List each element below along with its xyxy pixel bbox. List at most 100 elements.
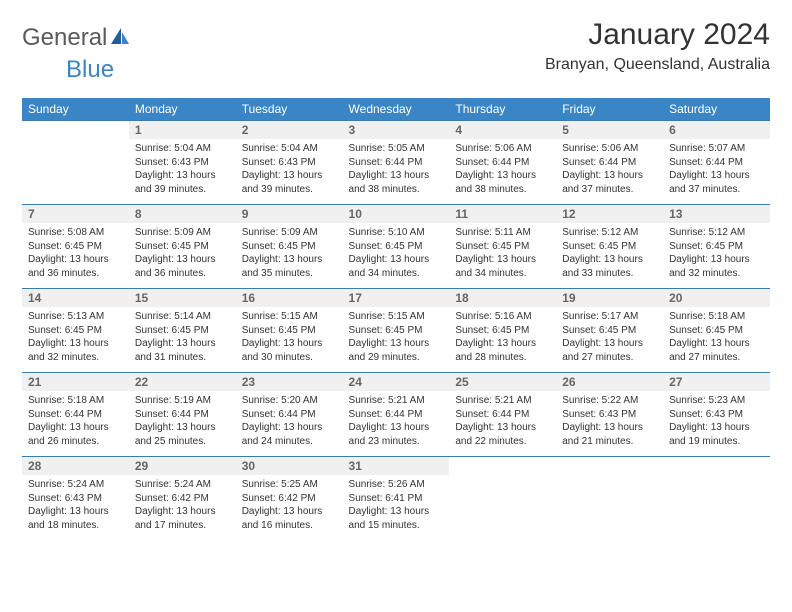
daylight-text: Daylight: 13 hours and 38 minutes. — [349, 169, 444, 196]
sunrise-text: Sunrise: 5:07 AM — [669, 142, 764, 156]
day-number: 10 — [343, 205, 450, 223]
daylight-text: Daylight: 13 hours and 31 minutes. — [135, 337, 230, 364]
day-cell: 30Sunrise: 5:25 AMSunset: 6:42 PMDayligh… — [236, 457, 343, 541]
day-number: 13 — [663, 205, 770, 223]
sunset-text: Sunset: 6:45 PM — [135, 240, 230, 254]
daylight-text: Daylight: 13 hours and 23 minutes. — [349, 421, 444, 448]
calendar-page: General January 2024 Branyan, Queensland… — [0, 0, 792, 558]
day-cell: 6Sunrise: 5:07 AMSunset: 6:44 PMDaylight… — [663, 121, 770, 205]
daylight-text: Daylight: 13 hours and 33 minutes. — [562, 253, 657, 280]
day-header: Friday — [556, 98, 663, 121]
day-content: Sunrise: 5:20 AMSunset: 6:44 PMDaylight:… — [236, 391, 343, 456]
day-cell: 28Sunrise: 5:24 AMSunset: 6:43 PMDayligh… — [22, 457, 129, 541]
daylight-text: Daylight: 13 hours and 39 minutes. — [135, 169, 230, 196]
sunrise-text: Sunrise: 5:24 AM — [135, 478, 230, 492]
day-cell — [663, 457, 770, 541]
sunrise-text: Sunrise: 5:14 AM — [135, 310, 230, 324]
sunset-text: Sunset: 6:44 PM — [562, 156, 657, 170]
day-content: Sunrise: 5:24 AMSunset: 6:42 PMDaylight:… — [129, 475, 236, 540]
sunset-text: Sunset: 6:45 PM — [135, 324, 230, 338]
sunset-text: Sunset: 6:44 PM — [28, 408, 123, 422]
daylight-text: Daylight: 13 hours and 18 minutes. — [28, 505, 123, 532]
daylight-text: Daylight: 13 hours and 34 minutes. — [349, 253, 444, 280]
day-header-row: SundayMondayTuesdayWednesdayThursdayFrid… — [22, 98, 770, 121]
daylight-text: Daylight: 13 hours and 28 minutes. — [455, 337, 550, 364]
brand-name-part1: General — [22, 24, 107, 52]
sunrise-text: Sunrise: 5:11 AM — [455, 226, 550, 240]
sunrise-text: Sunrise: 5:09 AM — [242, 226, 337, 240]
day-content: Sunrise: 5:22 AMSunset: 6:43 PMDaylight:… — [556, 391, 663, 456]
day-number: 16 — [236, 289, 343, 307]
daylight-text: Daylight: 13 hours and 39 minutes. — [242, 169, 337, 196]
day-number: 19 — [556, 289, 663, 307]
sunrise-text: Sunrise: 5:06 AM — [562, 142, 657, 156]
day-number: 24 — [343, 373, 450, 391]
day-cell: 29Sunrise: 5:24 AMSunset: 6:42 PMDayligh… — [129, 457, 236, 541]
day-header: Thursday — [449, 98, 556, 121]
day-content: Sunrise: 5:09 AMSunset: 6:45 PMDaylight:… — [236, 223, 343, 288]
day-cell: 21Sunrise: 5:18 AMSunset: 6:44 PMDayligh… — [22, 373, 129, 457]
sunset-text: Sunset: 6:45 PM — [669, 324, 764, 338]
month-title: January 2024 — [545, 18, 770, 52]
sunset-text: Sunset: 6:45 PM — [562, 240, 657, 254]
day-number: 17 — [343, 289, 450, 307]
day-cell: 2Sunrise: 5:04 AMSunset: 6:43 PMDaylight… — [236, 121, 343, 205]
daylight-text: Daylight: 13 hours and 25 minutes. — [135, 421, 230, 448]
day-cell — [449, 457, 556, 541]
daylight-text: Daylight: 13 hours and 35 minutes. — [242, 253, 337, 280]
day-content: Sunrise: 5:12 AMSunset: 6:45 PMDaylight:… — [663, 223, 770, 288]
day-content: Sunrise: 5:10 AMSunset: 6:45 PMDaylight:… — [343, 223, 450, 288]
day-number: 26 — [556, 373, 663, 391]
daylight-text: Daylight: 13 hours and 21 minutes. — [562, 421, 657, 448]
day-header: Sunday — [22, 98, 129, 121]
day-cell: 12Sunrise: 5:12 AMSunset: 6:45 PMDayligh… — [556, 205, 663, 289]
day-cell: 31Sunrise: 5:26 AMSunset: 6:41 PMDayligh… — [343, 457, 450, 541]
day-number: 12 — [556, 205, 663, 223]
day-number: 7 — [22, 205, 129, 223]
day-content: Sunrise: 5:23 AMSunset: 6:43 PMDaylight:… — [663, 391, 770, 456]
day-cell: 9Sunrise: 5:09 AMSunset: 6:45 PMDaylight… — [236, 205, 343, 289]
day-content: Sunrise: 5:13 AMSunset: 6:45 PMDaylight:… — [22, 307, 129, 372]
sunrise-text: Sunrise: 5:16 AM — [455, 310, 550, 324]
sunset-text: Sunset: 6:45 PM — [349, 324, 444, 338]
sunrise-text: Sunrise: 5:10 AM — [349, 226, 444, 240]
sunset-text: Sunset: 6:43 PM — [242, 156, 337, 170]
day-cell: 27Sunrise: 5:23 AMSunset: 6:43 PMDayligh… — [663, 373, 770, 457]
day-cell: 3Sunrise: 5:05 AMSunset: 6:44 PMDaylight… — [343, 121, 450, 205]
daylight-text: Daylight: 13 hours and 27 minutes. — [669, 337, 764, 364]
sunset-text: Sunset: 6:43 PM — [562, 408, 657, 422]
daylight-text: Daylight: 13 hours and 17 minutes. — [135, 505, 230, 532]
calendar-body: 1Sunrise: 5:04 AMSunset: 6:43 PMDaylight… — [22, 121, 770, 541]
sunrise-text: Sunrise: 5:13 AM — [28, 310, 123, 324]
day-number: 6 — [663, 121, 770, 139]
sunset-text: Sunset: 6:42 PM — [135, 492, 230, 506]
day-cell: 17Sunrise: 5:15 AMSunset: 6:45 PMDayligh… — [343, 289, 450, 373]
week-row: 7Sunrise: 5:08 AMSunset: 6:45 PMDaylight… — [22, 205, 770, 289]
sunrise-text: Sunrise: 5:19 AM — [135, 394, 230, 408]
sunrise-text: Sunrise: 5:18 AM — [28, 394, 123, 408]
day-content: Sunrise: 5:18 AMSunset: 6:44 PMDaylight:… — [22, 391, 129, 456]
sunset-text: Sunset: 6:44 PM — [455, 408, 550, 422]
brand-name-part2: Blue — [22, 56, 114, 83]
day-content: Sunrise: 5:17 AMSunset: 6:45 PMDaylight:… — [556, 307, 663, 372]
sunrise-text: Sunrise: 5:17 AM — [562, 310, 657, 324]
day-cell: 13Sunrise: 5:12 AMSunset: 6:45 PMDayligh… — [663, 205, 770, 289]
day-number: 5 — [556, 121, 663, 139]
sunset-text: Sunset: 6:44 PM — [349, 156, 444, 170]
day-content: Sunrise: 5:04 AMSunset: 6:43 PMDaylight:… — [236, 139, 343, 204]
calendar-table: SundayMondayTuesdayWednesdayThursdayFrid… — [22, 98, 770, 540]
daylight-text: Daylight: 13 hours and 30 minutes. — [242, 337, 337, 364]
day-header: Monday — [129, 98, 236, 121]
daylight-text: Daylight: 13 hours and 15 minutes. — [349, 505, 444, 532]
day-cell: 11Sunrise: 5:11 AMSunset: 6:45 PMDayligh… — [449, 205, 556, 289]
day-number: 21 — [22, 373, 129, 391]
sunrise-text: Sunrise: 5:22 AM — [562, 394, 657, 408]
day-cell: 22Sunrise: 5:19 AMSunset: 6:44 PMDayligh… — [129, 373, 236, 457]
sunrise-text: Sunrise: 5:21 AM — [349, 394, 444, 408]
day-number: 1 — [129, 121, 236, 139]
brand-logo: General — [22, 18, 133, 52]
sunset-text: Sunset: 6:44 PM — [135, 408, 230, 422]
daylight-text: Daylight: 13 hours and 19 minutes. — [669, 421, 764, 448]
daylight-text: Daylight: 13 hours and 37 minutes. — [669, 169, 764, 196]
daylight-text: Daylight: 13 hours and 34 minutes. — [455, 253, 550, 280]
